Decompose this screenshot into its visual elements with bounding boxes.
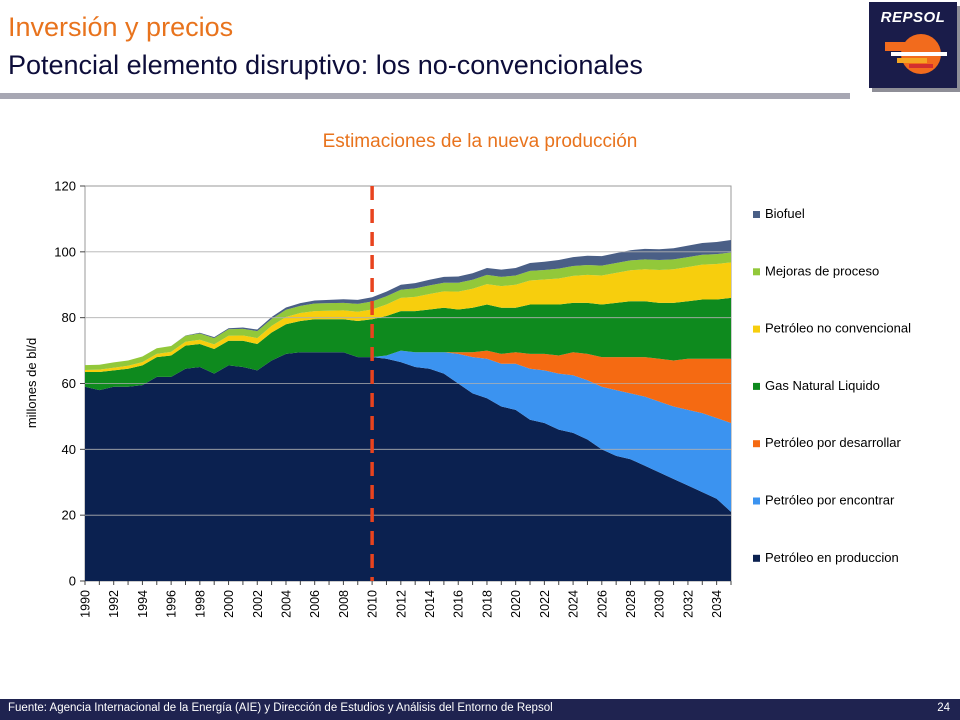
y-tick-label: 120 bbox=[54, 179, 76, 194]
repsol-emblem-icon bbox=[885, 34, 947, 74]
legend-swatch-petroleo_no_convencional bbox=[753, 325, 760, 333]
chart-legend: Biofuel Mejoras de proceso Petróleo no con… bbox=[753, 206, 911, 565]
legend-swatch-gas_natural_liquido bbox=[753, 382, 760, 390]
stacked-area-chart: 0 20 40 60 80 100 120 1990 1992 1994 1996 1998 2000… bbox=[24, 179, 911, 618]
x-tick-label: 1998 bbox=[193, 590, 207, 618]
legend-swatch-petroleo_por_encontrar bbox=[753, 497, 760, 505]
x-tick-label: 1996 bbox=[165, 590, 179, 618]
y-tick-label: 60 bbox=[62, 376, 76, 391]
footer-bar: Fuente: Agencia Internacional de la Ener… bbox=[0, 699, 960, 720]
area-gas_natural_liquido bbox=[85, 297, 731, 391]
x-tick-label: 2018 bbox=[480, 590, 494, 618]
area-petroleo_por_desarrollar bbox=[85, 350, 731, 423]
x-tick-label: 2016 bbox=[452, 590, 466, 618]
page-number: 24 bbox=[937, 702, 950, 714]
legend-label-biofuel: Biofuel bbox=[765, 206, 805, 221]
x-tick-label: 2022 bbox=[538, 590, 552, 618]
x-tick-label: 2012 bbox=[394, 590, 408, 618]
source-note: Fuente: Agencia Internacional de la Ener… bbox=[8, 702, 553, 714]
legend-label-petroleo_en_produccion: Petróleo en produccion bbox=[765, 550, 899, 565]
x-tick-label: 2014 bbox=[423, 590, 437, 618]
legend-swatch-petroleo_en_produccion bbox=[753, 554, 760, 562]
repsol-logo: REPSOL bbox=[869, 2, 957, 88]
y-tick-label: 20 bbox=[62, 508, 76, 523]
x-tick-label: 2004 bbox=[279, 590, 293, 618]
legend-label-gas_natural_liquido: Gas Natural Liquido bbox=[765, 378, 880, 393]
legend-swatch-mejoras_de_proceso bbox=[753, 268, 760, 276]
x-tick-label: 2010 bbox=[366, 590, 380, 618]
area-petroleo_por_encontrar bbox=[85, 350, 731, 512]
area-biofuel bbox=[85, 239, 731, 366]
x-tick-label: 2028 bbox=[624, 590, 638, 618]
x-tick-label: 2024 bbox=[567, 590, 581, 618]
logo-wordmark: REPSOL bbox=[880, 9, 946, 26]
y-axis: 0 20 40 60 80 100 120 bbox=[54, 179, 731, 589]
x-tick-label: 2032 bbox=[681, 590, 695, 618]
page-title: Potencial elemento disruptivo: los no-co… bbox=[8, 50, 643, 80]
legend-swatch-petroleo_por_desarrollar bbox=[753, 440, 760, 448]
y-tick-label: 100 bbox=[54, 244, 76, 259]
legend-label-petroleo_no_convencional: Petróleo no convencional bbox=[765, 321, 911, 336]
x-tick-label: 1994 bbox=[136, 590, 150, 618]
section-title: Inversión y precios bbox=[8, 12, 234, 42]
y-tick-label: 80 bbox=[62, 310, 76, 325]
header-divider bbox=[0, 93, 850, 99]
legend-swatch-biofuel bbox=[753, 211, 760, 218]
x-tick-label: 2034 bbox=[710, 590, 724, 618]
x-tick-label: 2008 bbox=[337, 590, 351, 618]
legend-label-mejoras_de_proceso: Mejoras de proceso bbox=[765, 263, 879, 278]
x-tick-label: 2000 bbox=[222, 590, 236, 618]
y-axis-label: millones de bl/d bbox=[24, 338, 39, 428]
area-petroleo_no_convencional bbox=[85, 262, 731, 372]
x-tick-label: 2026 bbox=[595, 590, 609, 618]
y-tick-label: 40 bbox=[62, 442, 76, 457]
area-petroleo_en_produccion bbox=[85, 352, 731, 581]
x-tick-label: 1992 bbox=[107, 590, 121, 618]
legend-label-petroleo_por_desarrollar: Petróleo por desarrollar bbox=[765, 435, 902, 450]
x-tick-label: 2006 bbox=[308, 590, 322, 618]
legend-label-petroleo_por_encontrar: Petróleo por encontrar bbox=[765, 493, 895, 508]
x-tick-label: 2002 bbox=[251, 590, 265, 618]
y-tick-label: 0 bbox=[69, 574, 76, 589]
chart-areas bbox=[85, 239, 731, 581]
x-tick-label: 2020 bbox=[509, 590, 523, 618]
x-axis: 1990 1992 1994 1996 1998 2000 2002 2004 2006 2008… bbox=[79, 581, 732, 618]
chart-title: Estimaciones de la nueva producción bbox=[322, 131, 638, 152]
area-mejoras_de_proceso bbox=[85, 252, 731, 370]
x-tick-label: 2030 bbox=[653, 590, 667, 618]
x-tick-label: 1990 bbox=[79, 590, 93, 618]
